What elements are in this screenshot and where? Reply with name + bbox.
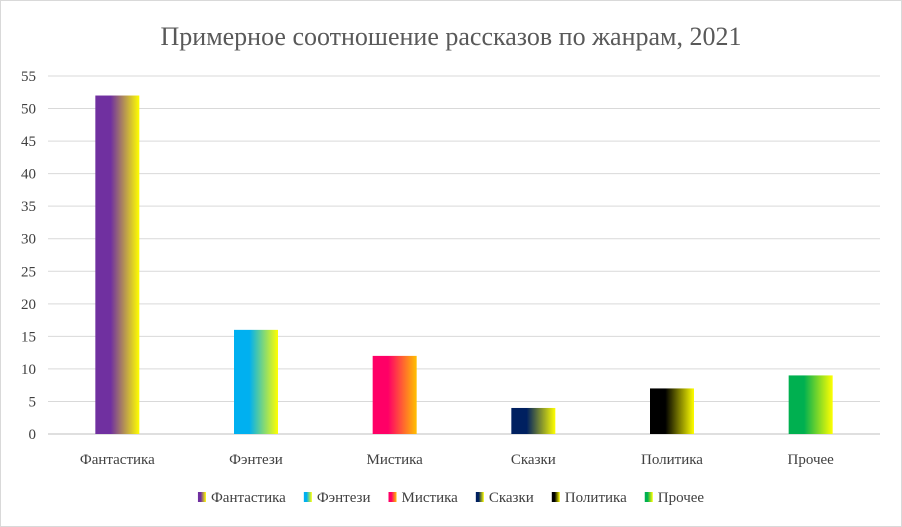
bar-3 (372, 355, 417, 434)
category-label-4: Сказки (511, 452, 556, 468)
legend-label-1: Фантастика (211, 490, 286, 506)
bar-1 (95, 95, 140, 434)
category-labels: Фантастика Фэнтези Мистика Сказки Политика Пр… (80, 452, 834, 468)
bar-6 (788, 375, 833, 434)
legend-label-3: Мистика (402, 490, 459, 506)
bars (95, 95, 833, 434)
y-tick-45: 45 (21, 134, 36, 150)
category-label-6: Прочее (788, 452, 835, 468)
y-tick-30: 30 (21, 232, 36, 248)
legend: Фантастика Фэнтези Мистика Сказки Политика Пр… (197, 490, 705, 506)
category-label-5: Политика (641, 452, 703, 468)
y-tick-5: 5 (29, 394, 37, 410)
y-tick-25: 25 (21, 264, 36, 280)
y-tick-50: 50 (21, 102, 36, 118)
chart-title: Примерное соотношение рассказов по жанра… (161, 22, 742, 51)
bar-5 (650, 388, 694, 434)
legend-swatch-3 (388, 492, 397, 502)
y-tick-55: 55 (21, 69, 36, 85)
legend-label-5: Политика (565, 490, 627, 506)
y-tick-10: 10 (21, 362, 36, 378)
legend-swatch-5 (551, 492, 560, 502)
y-tick-15: 15 (21, 329, 36, 345)
y-tick-35: 35 (21, 199, 36, 215)
gridlines (48, 75, 880, 435)
bar-2 (234, 329, 278, 434)
y-tick-0: 0 (29, 427, 37, 443)
legend-label-4: Сказки (489, 490, 534, 506)
y-tick-40: 40 (21, 167, 36, 183)
legend-label-6: Прочее (658, 490, 705, 506)
y-tick-labels: 0 5 10 15 20 25 30 35 40 45 50 55 (21, 69, 36, 443)
legend-label-2: Фэнтези (317, 490, 371, 506)
legend-swatch-6 (644, 492, 653, 502)
y-tick-20: 20 (21, 297, 36, 313)
category-label-1: Фантастика (80, 452, 155, 468)
legend-swatch-2 (303, 492, 312, 502)
legend-swatch-1 (197, 492, 206, 502)
category-label-3: Мистика (367, 452, 424, 468)
legend-swatch-4 (475, 492, 484, 502)
bar-4 (511, 407, 556, 434)
category-label-2: Фэнтези (229, 452, 283, 468)
